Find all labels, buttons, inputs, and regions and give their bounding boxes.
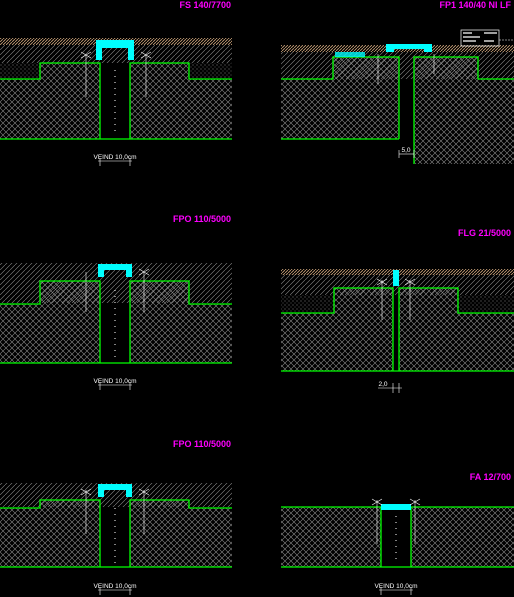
detail-fpo-110-a: FPO 110/5000 VEIND 10,0cm	[0, 214, 232, 390]
detail-flg-21: FLG 21/5000 2,0	[281, 228, 514, 393]
joint-profile	[98, 264, 132, 277]
concrete-left	[281, 507, 381, 567]
insulation-right	[458, 295, 514, 313]
detail-fpo-110-b: FPO 110/5000 VEIND 10,0cm	[0, 439, 232, 595]
dimension-text: 5,0	[401, 147, 410, 154]
cover-plate	[335, 52, 365, 57]
dimension-ticks	[380, 587, 412, 595]
concrete-left	[281, 57, 399, 139]
joint-profile	[386, 44, 432, 52]
insulation-left	[281, 295, 334, 313]
anchor-heads	[138, 268, 150, 276]
joint-profile	[98, 484, 132, 497]
insulation-right	[189, 63, 232, 79]
detail-title: FPO 110/5000	[173, 214, 231, 224]
concrete-right	[130, 281, 232, 363]
dimension-ticks	[99, 587, 131, 595]
concrete-left	[0, 281, 100, 363]
callout-label-box	[460, 29, 500, 47]
dimension-ticks	[392, 383, 400, 393]
concrete-left	[0, 500, 100, 567]
dimension-text: VEIND 10,0cm	[94, 583, 137, 590]
concrete-right	[414, 57, 514, 164]
anchor-heads	[376, 278, 416, 286]
detail-title: FLG 21/5000	[458, 228, 511, 238]
dimension-text: VEIND 10,0cm	[375, 583, 418, 590]
detail-fp1-140: FP1 140/40 NI LF 5,0	[281, 0, 514, 164]
joint-profile	[96, 40, 134, 60]
dimension-text: 2,0	[378, 381, 387, 388]
screed-layer	[0, 45, 232, 63]
anchor-heads	[80, 51, 152, 59]
detail-title: FS 140/7700	[179, 0, 231, 10]
detail-fa-12: FA 12/700 VEIND 10,0cm	[281, 472, 514, 595]
detail-fs-140: FS 140/7700 VEIND 10,0cm	[0, 0, 232, 166]
detail-title: FA 12/700	[470, 472, 511, 482]
structure-outline	[0, 62, 232, 139]
structure-outline	[281, 287, 514, 371]
joint-profile	[393, 270, 399, 286]
dimension-text: VEIND 10,0cm	[94, 378, 137, 385]
structure-outline	[0, 280, 232, 363]
dimension-ticks	[99, 382, 131, 390]
concrete-left	[0, 63, 100, 139]
anchor-heads	[80, 488, 150, 496]
concrete-right	[411, 507, 514, 567]
detail-title: FPO 110/5000	[173, 439, 231, 449]
concrete-left	[281, 288, 393, 371]
detail-title: FP1 140/40 NI LF	[439, 0, 511, 10]
dimension-ticks	[99, 158, 131, 166]
structure-outline	[0, 499, 232, 567]
callout-label-lines	[463, 32, 497, 42]
joint-profile	[381, 504, 411, 510]
concrete-right	[399, 288, 514, 371]
concrete-right	[130, 500, 232, 567]
anchor-heads	[371, 498, 421, 506]
structure-outline	[281, 56, 514, 164]
dimension-ticks	[398, 150, 415, 158]
dimension-text: VEIND 10,0cm	[94, 154, 137, 161]
insulation-left	[0, 63, 40, 79]
concrete-right	[130, 63, 232, 139]
